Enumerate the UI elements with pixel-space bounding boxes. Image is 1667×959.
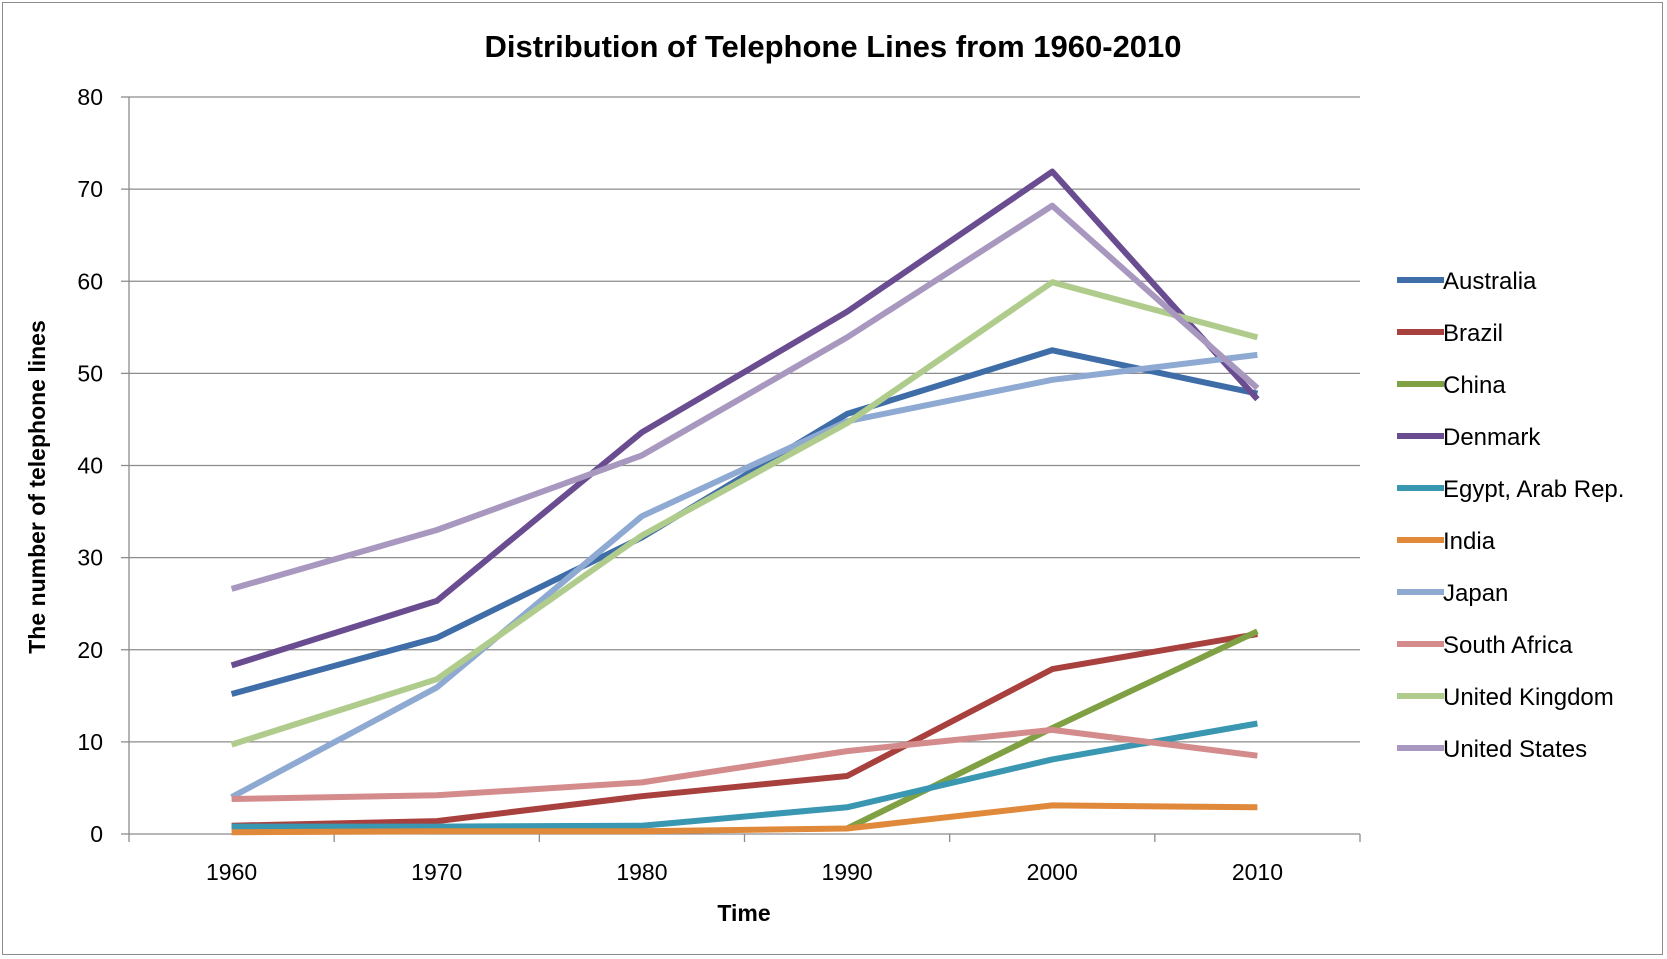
y-tick-label: 10	[77, 729, 103, 755]
legend-label-australia: Australia	[1443, 268, 1537, 295]
y-tick-label: 30	[77, 545, 103, 571]
x-axis-label: Time	[717, 900, 770, 926]
y-tick-label: 80	[77, 84, 103, 110]
series-line-south-africa	[231, 726, 1258, 802]
x-tick-labels: 1960 1970 1980 1990 2000 2010	[206, 859, 1283, 885]
series-line-united-kingdom	[230, 279, 1259, 748]
series-line-japan	[230, 351, 1258, 800]
y-tick-labels: 0 10 20 30 40 50 60 70 80	[77, 84, 103, 847]
series-line-united-states	[230, 202, 1260, 592]
y-tick-label: 50	[77, 360, 103, 386]
series-line-denmark	[230, 168, 1260, 669]
y-tick-label: 70	[77, 176, 103, 202]
x-tick-label: 2010	[1232, 859, 1283, 885]
series-line-egypt-arab-rep	[231, 720, 1258, 830]
legend-label-japan: Japan	[1443, 580, 1508, 607]
series-line-brazil	[231, 631, 1258, 829]
legend-label-brazil: Brazil	[1443, 320, 1503, 347]
legend-label-south-africa: South Africa	[1443, 632, 1573, 659]
legend-label-united-states: United States	[1443, 736, 1587, 763]
y-tick-label: 40	[77, 453, 103, 479]
legend-label-egypt-arab-rep: Egypt, Arab Rep.	[1443, 476, 1624, 503]
x-tick-label: 1980	[616, 859, 667, 885]
x-tick-label: 1960	[206, 859, 257, 885]
chart-title: Distribution of Telephone Lines from 196…	[484, 29, 1181, 64]
y-axis-label: The number of telephone lines	[24, 320, 50, 654]
series-line-australia	[230, 347, 1259, 697]
series-line-india	[231, 802, 1258, 836]
legend-label-united-kingdom: United Kingdom	[1443, 684, 1614, 711]
x-tick-label: 1990	[821, 859, 872, 885]
y-tick-label: 60	[77, 268, 103, 294]
y-tick-label: 20	[77, 637, 103, 663]
legend-label-china: China	[1443, 372, 1506, 399]
legend-label-india: India	[1443, 528, 1496, 555]
series-lines	[230, 168, 1260, 836]
y-tick-label: 0	[90, 821, 103, 847]
x-tick-label: 1970	[411, 859, 462, 885]
x-tick-label: 2000	[1027, 859, 1078, 885]
legend-label-denmark: Denmark	[1443, 424, 1541, 451]
legend: Australia Brazil China Denmark Egypt, Arab R…	[1397, 268, 1624, 763]
